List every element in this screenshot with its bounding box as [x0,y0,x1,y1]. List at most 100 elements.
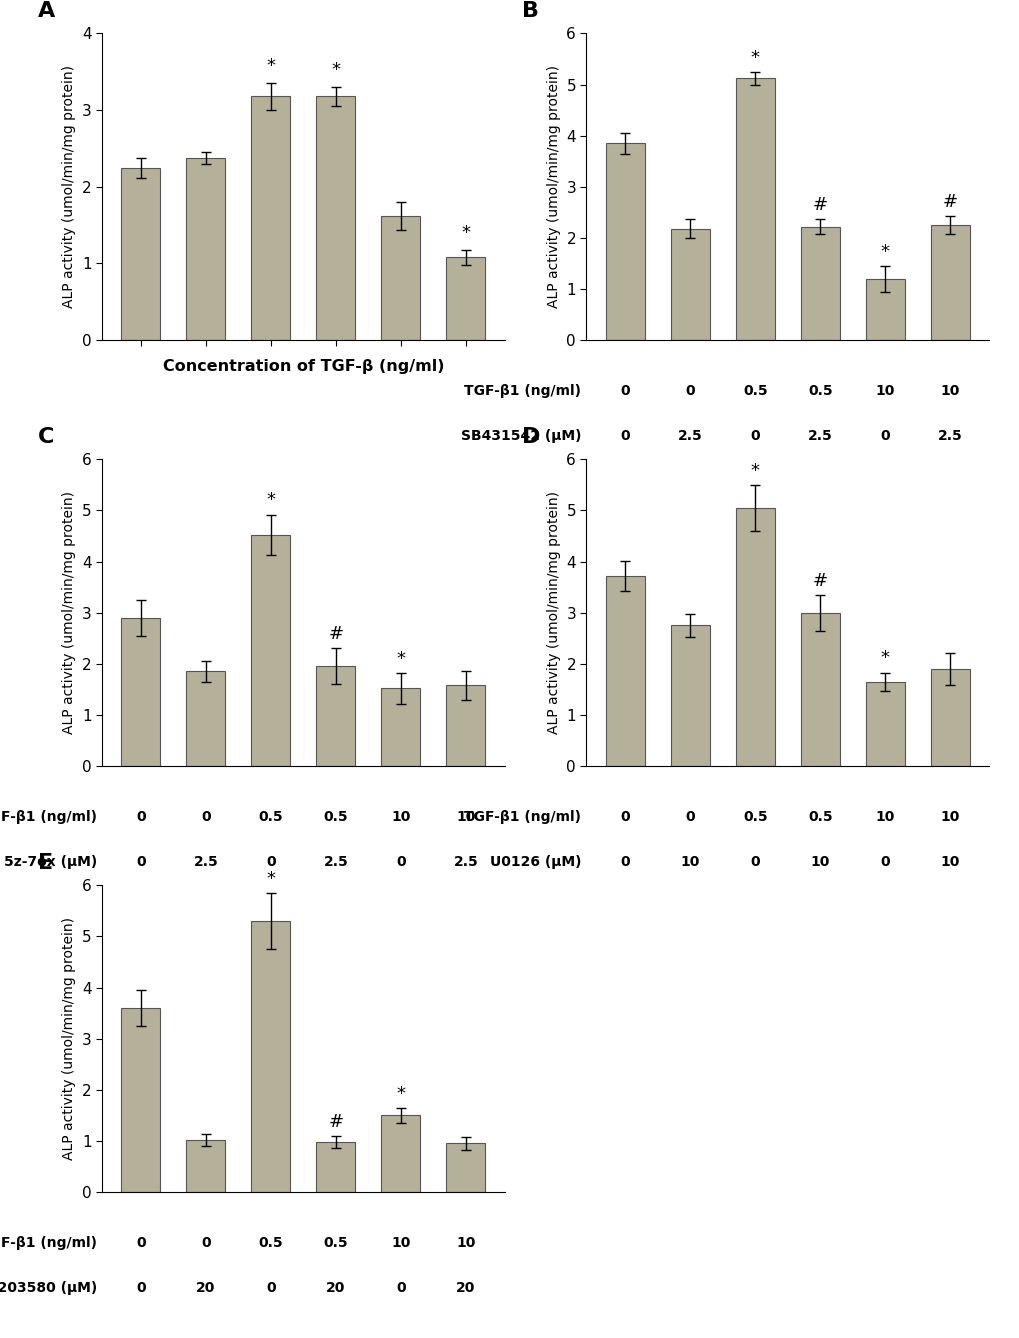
Text: SB431542 (μM): SB431542 (μM) [461,429,581,443]
Text: 0: 0 [266,855,275,870]
Text: 20: 20 [326,1282,345,1295]
Y-axis label: ALP activity (umol/min/mg protein): ALP activity (umol/min/mg protein) [62,917,76,1160]
Y-axis label: ALP activity (umol/min/mg protein): ALP activity (umol/min/mg protein) [62,66,76,308]
Text: 0: 0 [137,1236,146,1250]
Text: *: * [880,649,889,668]
Text: 0: 0 [266,1282,275,1295]
Text: 20: 20 [196,1282,215,1295]
Text: SB203580 (μM): SB203580 (μM) [0,1282,97,1295]
Bar [736,79,774,340]
Bar [736,508,774,767]
Text: 0: 0 [621,384,630,397]
Text: U0126 (μM): U0126 (μM) [489,855,581,870]
Text: 0: 0 [137,809,146,824]
Text: 2.5: 2.5 [807,429,832,443]
Text: #: # [328,625,343,644]
Text: *: * [331,62,340,79]
Text: 5z-7ox (μM): 5z-7ox (μM) [4,855,97,870]
Bar [121,167,160,340]
Text: *: * [266,56,275,75]
Bar [800,226,839,340]
Text: 0: 0 [621,855,630,870]
X-axis label: Concentration of TGF-β (ng/ml): Concentration of TGF-β (ng/ml) [163,359,443,373]
Bar [865,682,904,767]
Bar [186,1140,225,1192]
Bar [252,96,290,340]
Text: 0: 0 [137,855,146,870]
Text: #: # [812,571,827,590]
Bar [381,215,420,340]
Text: E: E [38,854,53,872]
Bar [186,158,225,340]
Text: 0: 0 [621,809,630,824]
Bar [605,143,644,340]
Bar [446,685,485,767]
Bar [446,1144,485,1192]
Bar [381,1116,420,1192]
Text: 0: 0 [137,1282,146,1295]
Bar [605,575,644,767]
Text: *: * [396,1085,405,1103]
Text: 2.5: 2.5 [453,855,478,870]
Text: 10: 10 [391,1236,411,1250]
Bar [121,1008,160,1192]
Bar [186,672,225,767]
Y-axis label: ALP activity (umol/min/mg protein): ALP activity (umol/min/mg protein) [546,491,560,735]
Text: #: # [942,193,957,211]
Bar [316,96,355,340]
Text: 10: 10 [875,384,895,397]
Text: 0: 0 [621,429,630,443]
Bar [252,535,290,767]
Text: #: # [328,1113,343,1131]
Text: 0.5: 0.5 [743,809,767,824]
Text: 10: 10 [455,809,475,824]
Text: TGF-β1 (ng/ml): TGF-β1 (ng/ml) [464,384,581,397]
Bar [316,1141,355,1192]
Y-axis label: ALP activity (umol/min/mg protein): ALP activity (umol/min/mg protein) [62,491,76,735]
Text: 2.5: 2.5 [937,429,962,443]
Text: TGF-β1 (ng/ml): TGF-β1 (ng/ml) [0,809,97,824]
Text: 0: 0 [201,809,211,824]
Text: TGF-β1 (ng/ml): TGF-β1 (ng/ml) [0,1236,97,1250]
Text: 2.5: 2.5 [194,855,218,870]
Text: 0.5: 0.5 [323,809,347,824]
Text: 10: 10 [455,1236,475,1250]
Text: 0: 0 [685,809,695,824]
Text: *: * [461,223,470,242]
Text: 0.5: 0.5 [323,1236,347,1250]
Bar [865,278,904,340]
Text: D: D [522,427,540,447]
Text: *: * [266,491,275,510]
Text: 0: 0 [750,429,759,443]
Text: 10: 10 [940,384,959,397]
Bar [671,625,709,767]
Text: *: * [266,870,275,888]
Text: 0.5: 0.5 [743,384,767,397]
Y-axis label: ALP activity (umol/min/mg protein): ALP activity (umol/min/mg protein) [546,66,560,308]
Text: 0: 0 [879,855,890,870]
Bar [381,688,420,767]
Bar [671,229,709,340]
Text: *: * [396,650,405,668]
Text: TGF-β1 (ng/ml): TGF-β1 (ng/ml) [464,809,581,824]
Text: 0: 0 [201,1236,211,1250]
Text: 10: 10 [875,809,895,824]
Text: 2.5: 2.5 [678,429,702,443]
Bar [316,666,355,767]
Text: 10: 10 [940,809,959,824]
Text: B: B [522,1,538,21]
Text: 10: 10 [391,809,411,824]
Text: 0.5: 0.5 [259,1236,283,1250]
Bar [800,613,839,767]
Text: 0: 0 [395,855,406,870]
Text: C: C [38,427,54,447]
Text: A: A [38,1,55,21]
Bar [930,669,969,767]
Text: 0: 0 [879,429,890,443]
Text: 10: 10 [940,855,959,870]
Bar [252,921,290,1192]
Text: 10: 10 [680,855,699,870]
Text: *: * [750,48,759,67]
Text: 0.5: 0.5 [807,384,832,397]
Bar [930,225,969,340]
